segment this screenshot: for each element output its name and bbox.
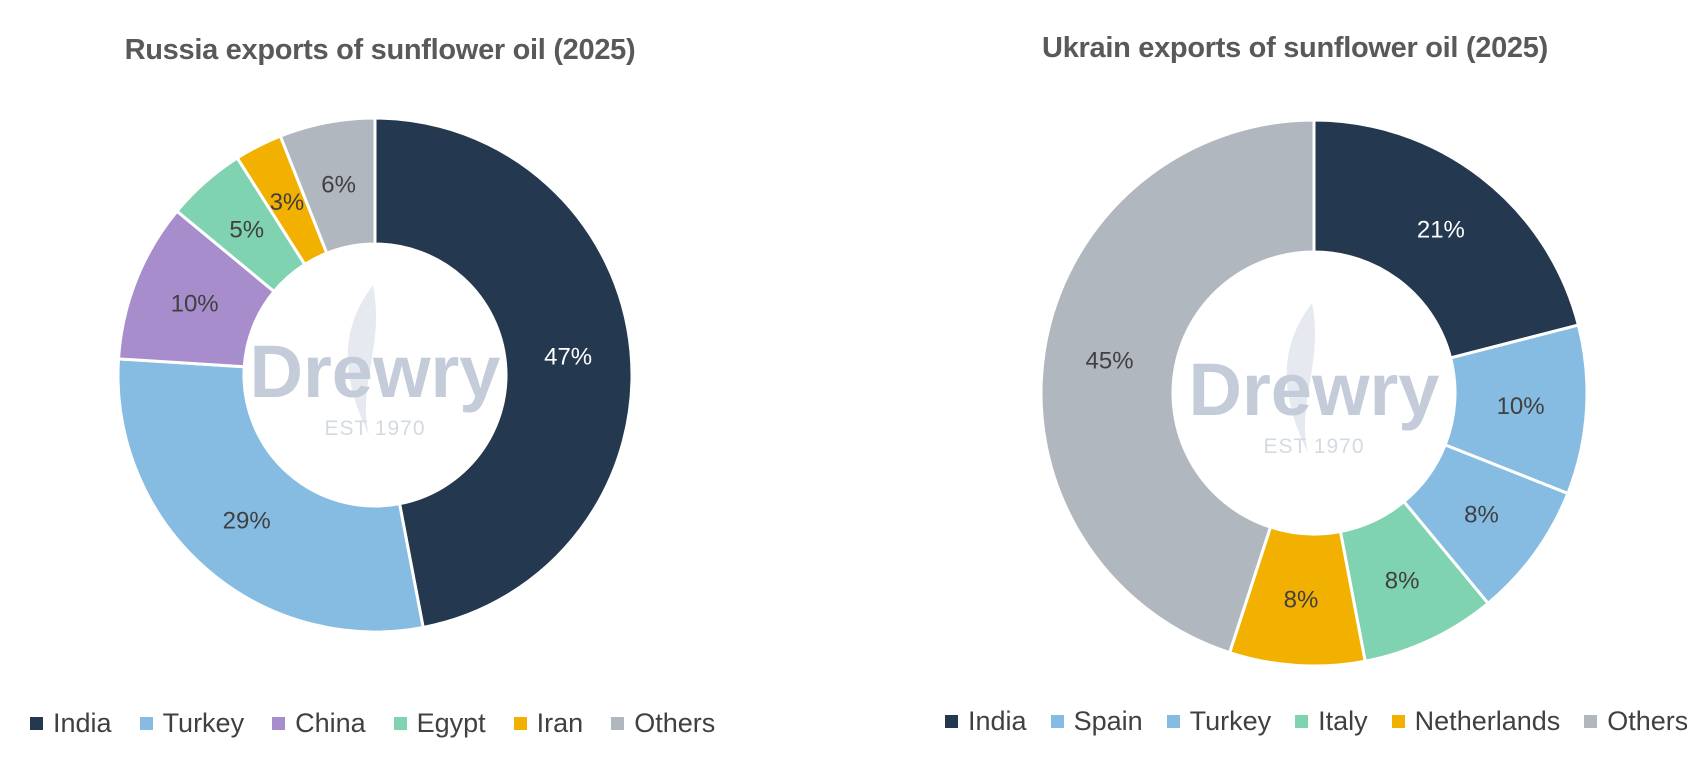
- ukraine-slice-others: [1039, 118, 1316, 655]
- ukraine-legend-swatch-turkey: [1166, 715, 1180, 728]
- ukraine-legend-item-italy: Italy: [1295, 706, 1368, 737]
- russia-legend-label-china: China: [295, 708, 366, 738]
- ukraine-legend-item-spain: Spain: [1050, 706, 1143, 737]
- russia-legend-item-iran: Iran: [513, 708, 584, 739]
- ukraine-watermark-word: Drewry: [1189, 348, 1440, 431]
- ukraine-legend-item-netherlands: Netherlands: [1391, 706, 1561, 737]
- russia-legend-swatch-egypt: [393, 717, 407, 730]
- ukraine-data-label-spain: 10%: [1497, 393, 1545, 420]
- russia-data-label-turkey: 29%: [223, 508, 271, 535]
- russia-donut-chart: 47% 29% 10% 5%3% 6% Drewry EST 1970: [116, 116, 634, 634]
- ukraine-legend-item-turkey: Turkey: [1166, 706, 1272, 737]
- russia-legend-item-india: India: [30, 708, 112, 739]
- ukraine-legend-swatch-india: [945, 715, 958, 728]
- ukraine-legend-swatch-spain: [1050, 715, 1064, 728]
- ukraine-legend-swatch-netherlands: [1391, 715, 1405, 728]
- ukraine-legend-label-others: Others: [1607, 706, 1687, 736]
- russia-legend-swatch-china: [272, 717, 286, 730]
- russia-watermark: Drewry EST 1970: [250, 285, 501, 440]
- ukraine-data-label-others: 45%: [1086, 348, 1134, 375]
- ukraine-chart-panel: Ukrain exports of sunflower oil (2025) 2…: [900, 0, 1687, 768]
- russia-slice-india: [373, 116, 634, 630]
- ukraine-legend-label-netherlands: Netherlands: [1414, 706, 1561, 736]
- russia-legend: India Turkey China Egypt Iran Others: [30, 708, 743, 739]
- russia-watermark-word: Drewry: [250, 330, 501, 413]
- russia-legend-item-china: China: [272, 708, 366, 739]
- ukraine-legend-item-others: Others: [1584, 706, 1687, 737]
- ukraine-legend-swatch-italy: [1295, 715, 1309, 728]
- russia-slice-turkey: [116, 357, 425, 634]
- russia-legend-label-turkey: Turkey: [162, 708, 245, 738]
- ukraine-legend-label-spain: Spain: [1073, 706, 1143, 736]
- ukraine-watermark-flame-icon: [1286, 303, 1316, 453]
- ukraine-legend: India Spain Turkey Italy Netherlands Others: [945, 706, 1687, 737]
- ukraine-legend-label-italy: Italy: [1318, 706, 1368, 736]
- ukraine-legend-item-india: India: [945, 706, 1027, 737]
- russia-data-label-india: 47%: [544, 344, 592, 371]
- russia-legend-item-turkey: Turkey: [139, 708, 245, 739]
- russia-legend-item-others: Others: [611, 708, 715, 739]
- russia-legend-label-others: Others: [634, 708, 716, 738]
- ukraine-chart-title: Ukrain exports of sunflower oil (2025): [1042, 32, 1548, 64]
- ukraine-legend-swatch-others: [1584, 715, 1598, 728]
- russia-slice-others: [278, 116, 377, 256]
- ukraine-legend-label-india: India: [968, 706, 1027, 736]
- russia-legend-label-india: India: [53, 708, 112, 738]
- russia-watermark-tagline: EST 1970: [324, 417, 425, 440]
- russia-legend-item-egypt: Egypt: [393, 708, 486, 739]
- ukraine-data-label-netherlands: 8%: [1284, 587, 1319, 614]
- russia-data-label-egypt: 5%: [229, 216, 264, 243]
- russia-chart-panel: Russia exports of sunflower oil (2025) 4…: [0, 0, 780, 768]
- russia-legend-swatch-india: [30, 717, 43, 730]
- ukraine-watermark-tagline: EST 1970: [1263, 435, 1364, 458]
- russia-legend-label-iran: Iran: [536, 708, 584, 738]
- ukraine-data-label-india: 21%: [1417, 216, 1465, 243]
- ukraine-legend-label-turkey: Turkey: [1189, 706, 1272, 736]
- ukraine-data-label-turkey: 8%: [1464, 502, 1499, 529]
- ukraine-slice-india: [1312, 118, 1581, 360]
- russia-data-label-iran: 3%: [270, 189, 305, 216]
- russia-data-label-others: 6%: [321, 171, 356, 198]
- russia-chart-title: Russia exports of sunflower oil (2025): [124, 34, 636, 66]
- ukraine-data-label-italy: 8%: [1385, 567, 1420, 594]
- ukraine-donut-chart: 21% 10% 8% 8% 8% 45% Drewry EST 1970: [1039, 118, 1589, 668]
- russia-legend-swatch-iran: [513, 717, 527, 730]
- russia-legend-label-egypt: Egypt: [416, 708, 486, 738]
- russia-legend-swatch-turkey: [139, 717, 153, 730]
- russia-data-label-china: 10%: [171, 291, 219, 318]
- ukraine-watermark: Drewry EST 1970: [1189, 303, 1440, 458]
- russia-watermark-flame-icon: [347, 285, 377, 435]
- russia-legend-swatch-others: [611, 717, 625, 730]
